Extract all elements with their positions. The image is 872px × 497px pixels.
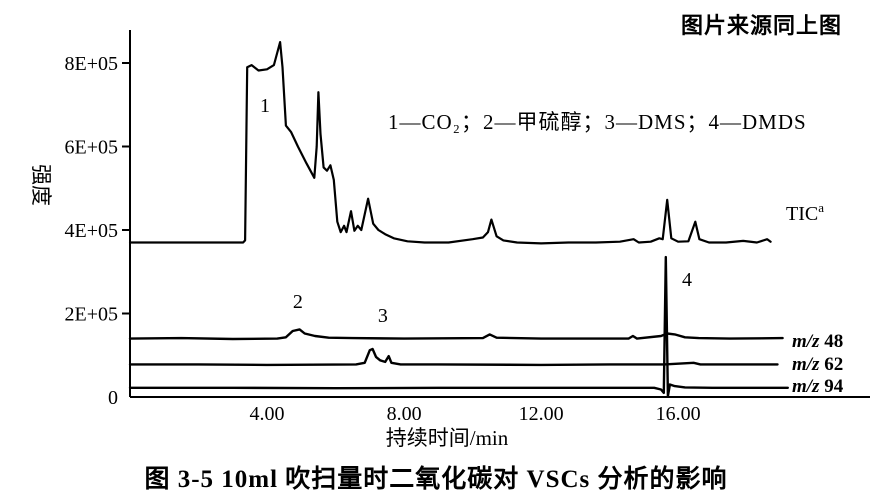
x-tick-label: 8.00 <box>387 403 422 425</box>
y-tick-label: 4E+05 <box>65 220 119 242</box>
peak-label-4: 4 <box>682 269 692 291</box>
peak-label-1: 1 <box>260 95 270 117</box>
series-label: m/z 94 <box>792 376 844 397</box>
y-tick-label: 8E+05 <box>65 53 119 75</box>
trace-tic <box>128 40 772 245</box>
figure-caption: 图 3-5 10ml 吹扫量时二氧化碳对 VSCs 分析的影响 <box>144 466 728 493</box>
peak-label-3: 3 <box>378 305 388 327</box>
y-axis-title: 强度 <box>29 164 53 206</box>
y-tick-label: 2E+05 <box>65 304 119 326</box>
y-tick-label: 0 <box>108 387 118 409</box>
y-tick-label: 6E+05 <box>65 137 119 159</box>
trace-m-z-62 <box>128 347 779 367</box>
peak-label-2: 2 <box>293 291 303 313</box>
trace-m-z-48 <box>128 328 784 341</box>
x-axis-title: 持续时间/min <box>386 426 509 450</box>
x-tick-label: 16.00 <box>656 403 701 425</box>
peak-legend: 1—CO₂；2—甲硫醇；3—DMS；4—DMDS <box>388 110 807 134</box>
x-tick-label: 12.00 <box>519 403 564 425</box>
source-note: 图片来源同上图 <box>680 13 842 38</box>
x-tick-label: 4.00 <box>250 403 285 425</box>
series-label: m/z 62 <box>792 354 843 375</box>
series-label: m/z 48 <box>792 331 843 352</box>
trace-m-z-94 <box>128 255 789 398</box>
series-label: TICa <box>786 200 824 225</box>
